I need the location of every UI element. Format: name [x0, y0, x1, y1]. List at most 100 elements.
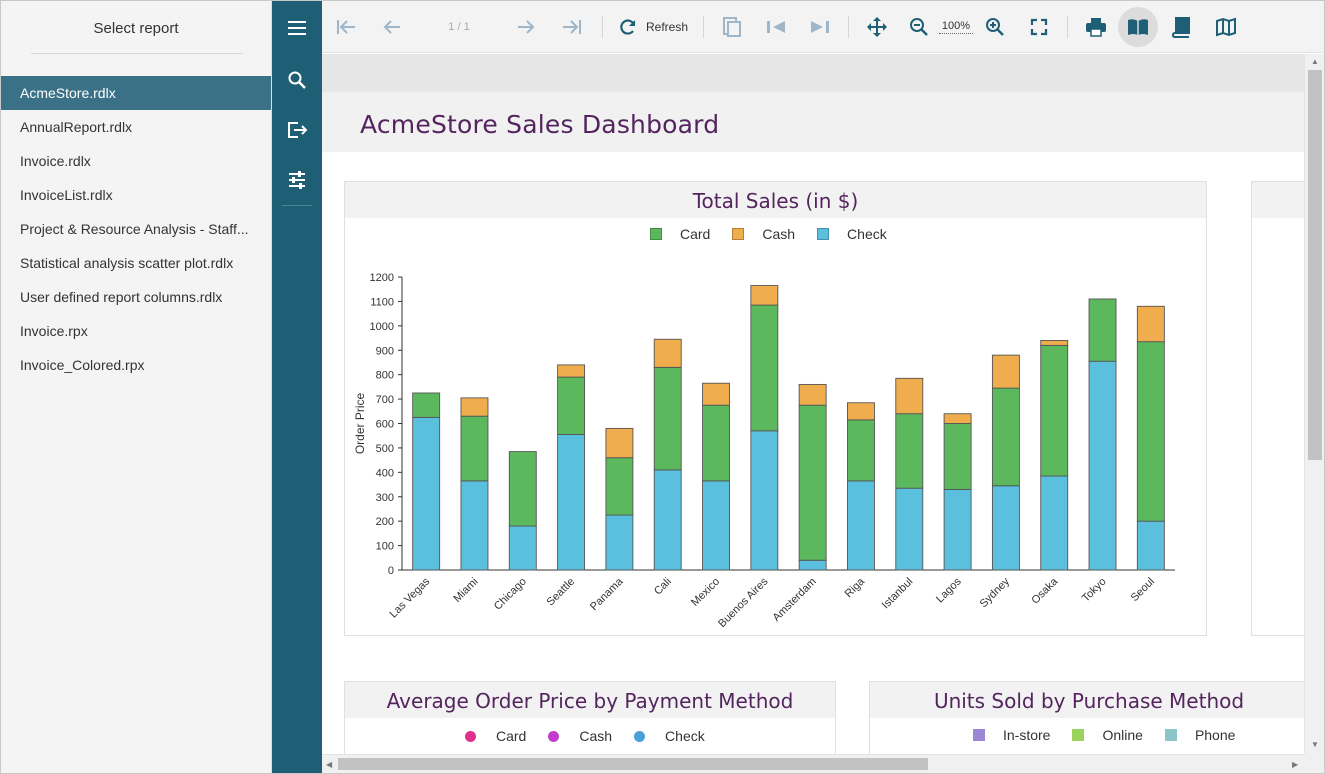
zoom-in-button[interactable] — [973, 7, 1017, 47]
fullscreen-icon — [1030, 18, 1048, 35]
last-page-button[interactable] — [548, 7, 596, 47]
total-sales-legend: Card Cash Check — [650, 226, 909, 242]
bar-segment-cash[interactable] — [895, 377, 924, 415]
report-list-item[interactable]: Project & Resource Analysis - Staff... — [20, 221, 249, 237]
previous-section-button[interactable] — [754, 7, 798, 47]
next-page-button[interactable] — [504, 7, 548, 47]
total-sales-card: Total Sales (in $) Card Cash Check — [344, 181, 1207, 636]
bar-segment-cash[interactable] — [653, 338, 682, 368]
report-list-item[interactable]: InvoiceList.rdlx — [20, 187, 113, 203]
report-list-item[interactable]: AcmeStore.rdlx — [1, 76, 271, 110]
parameters-button[interactable] — [272, 155, 322, 205]
bar-segment-check[interactable] — [605, 514, 634, 571]
bar-segment-card[interactable] — [508, 451, 537, 527]
bar-segment-cash[interactable] — [1040, 340, 1069, 346]
bar-segment-card[interactable] — [1088, 298, 1117, 362]
bar-segment-cash[interactable] — [460, 397, 489, 417]
bar-segment-card[interactable] — [991, 387, 1020, 487]
legend-label-check: Check — [847, 226, 887, 242]
single-page-mode-button[interactable] — [1158, 7, 1204, 47]
bar-segment-card[interactable] — [653, 366, 682, 471]
report-page: AcmeStore Sales Dashboard Total Sales (i… — [322, 92, 1306, 754]
bar-segment-check[interactable] — [1088, 360, 1117, 571]
bar-segment-cash[interactable] — [557, 364, 586, 378]
vertical-scrollbar[interactable]: ▲ ▼ — [1304, 54, 1324, 754]
bar-segment-card[interactable] — [798, 404, 827, 561]
page-indicator[interactable]: 1 / 1 — [448, 20, 470, 33]
y-tick-label: 900 — [376, 345, 394, 357]
bar-segment-card[interactable] — [557, 376, 586, 435]
scroll-up-icon[interactable]: ▲ — [1311, 57, 1319, 66]
bar-segment-check[interactable] — [798, 559, 827, 571]
bar-segment-card[interactable] — [1136, 341, 1165, 522]
bar-segment-check[interactable] — [1136, 520, 1165, 571]
sidebar-nav-rail — [272, 1, 322, 773]
bar-segment-check[interactable] — [847, 480, 875, 571]
print-button[interactable] — [1074, 7, 1118, 47]
bar-segment-card[interactable] — [847, 419, 875, 482]
legend-item-online: Online — [1072, 727, 1143, 743]
vertical-scroll-thumb[interactable] — [1308, 70, 1322, 460]
previous-page-button[interactable] — [370, 7, 414, 47]
x-tick-label: Chicago — [492, 576, 529, 613]
bar-segment-check[interactable] — [702, 480, 730, 571]
bar-segment-card[interactable] — [460, 415, 489, 482]
bar-segment-cash[interactable] — [1136, 305, 1165, 343]
search-button[interactable] — [272, 55, 322, 105]
legend-label-cash: Cash — [762, 226, 796, 242]
bar-segment-cash[interactable] — [702, 382, 730, 406]
report-list-item[interactable]: Statistical analysis scatter plot.rdlx — [20, 255, 234, 271]
menu-button[interactable] — [272, 1, 322, 55]
zoom-level[interactable]: 100% — [939, 19, 973, 34]
bar-segment-check[interactable] — [991, 485, 1020, 571]
bar-segment-check[interactable] — [750, 430, 779, 571]
report-list-item[interactable]: User defined report columns.rdlx — [20, 289, 223, 305]
report-list-item[interactable]: Invoice.rdlx — [20, 153, 91, 169]
bar-segment-check[interactable] — [653, 469, 682, 571]
x-tick-label: Seattle — [545, 576, 578, 609]
bar-segment-cash[interactable] — [847, 402, 875, 421]
report-list-item[interactable]: Invoice_Colored.rpx — [20, 357, 145, 373]
bar-segment-check[interactable] — [557, 434, 586, 571]
back-to-parent-button[interactable] — [710, 7, 754, 47]
report-list-item[interactable]: AnnualReport.rdlx — [20, 119, 133, 135]
zoom-out-button[interactable] — [899, 7, 939, 47]
bar-segment-check[interactable] — [943, 488, 972, 571]
refresh-button[interactable]: Refresh — [609, 7, 697, 47]
fullscreen-button[interactable] — [1017, 7, 1061, 47]
scroll-down-icon[interactable]: ▼ — [1311, 740, 1319, 749]
bar-segment-card[interactable] — [702, 404, 730, 482]
bar-segment-card[interactable] — [412, 392, 441, 418]
report-list-item[interactable]: Invoice.rpx — [20, 323, 88, 339]
galley-mode-icon — [1128, 18, 1148, 35]
y-tick-label: 100 — [376, 541, 394, 553]
bar-segment-card[interactable] — [1040, 344, 1069, 477]
horizontal-scroll-thumb[interactable] — [338, 758, 928, 770]
bar-segment-cash[interactable] — [991, 354, 1020, 389]
report-viewer-area[interactable]: AcmeStore Sales Dashboard Total Sales (i… — [322, 54, 1324, 773]
bar-segment-cash[interactable] — [605, 427, 634, 459]
bar-segment-cash[interactable] — [798, 383, 827, 406]
bar-segment-cash[interactable] — [943, 413, 972, 424]
galley-mode-button[interactable] — [1118, 6, 1158, 47]
horizontal-scrollbar[interactable]: ◀ ▶ — [322, 754, 1304, 773]
bar-segment-card[interactable] — [895, 413, 924, 489]
y-tick-label: 1000 — [370, 321, 394, 333]
next-section-button[interactable] — [798, 7, 842, 47]
scroll-right-icon[interactable]: ▶ — [1292, 760, 1299, 769]
first-page-button[interactable] — [322, 7, 370, 47]
continuous-mode-button[interactable] — [1204, 7, 1248, 47]
bar-segment-card[interactable] — [750, 304, 779, 432]
pan-mode-button[interactable] — [855, 7, 899, 47]
bar-segment-check[interactable] — [895, 487, 924, 571]
legend-item-card: Card — [650, 226, 710, 242]
bar-segment-cash[interactable] — [750, 285, 779, 306]
bar-segment-card[interactable] — [605, 457, 634, 516]
bar-segment-check[interactable] — [460, 480, 489, 571]
bar-segment-check[interactable] — [508, 525, 537, 571]
bar-segment-check[interactable] — [1040, 475, 1069, 571]
export-button[interactable] — [272, 105, 322, 155]
scroll-left-icon[interactable]: ◀ — [326, 760, 333, 769]
bar-segment-card[interactable] — [943, 423, 972, 490]
bar-segment-check[interactable] — [412, 416, 441, 571]
